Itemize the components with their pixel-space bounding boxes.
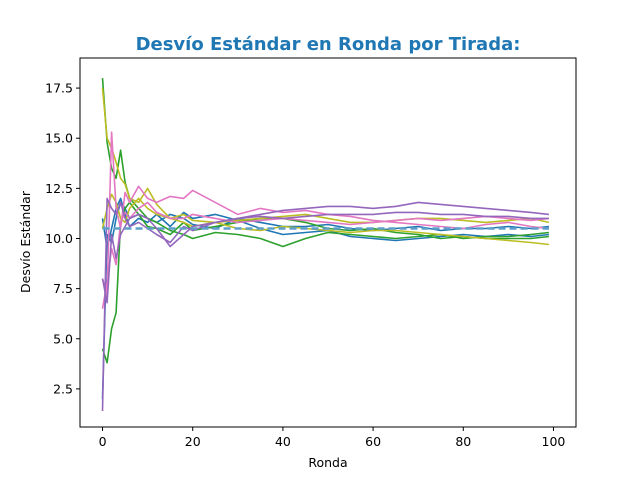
y-axis-label: Desvío Estándar (18, 190, 33, 293)
x-tick-label: 80 (455, 434, 471, 449)
y-tick-label: 5.0 (53, 331, 73, 346)
series-line-2 (101, 201, 549, 399)
plot-area (101, 78, 550, 412)
y-axis: 2.5 5.0 7.5 10.0 12.5 15.0 17.5 (45, 81, 80, 396)
x-axis-label: Ronda (308, 455, 347, 470)
y-tick-label: 2.5 (53, 381, 73, 396)
series-line-3 (101, 78, 549, 248)
plot-frame (79, 57, 577, 428)
series-line-6 (101, 193, 550, 229)
series-line-10 (101, 211, 549, 304)
x-tick-label: 60 (365, 434, 381, 449)
chart-title: Desvío Estándar en Ronda por Tirada: (136, 34, 521, 55)
y-tick-label: 17.5 (45, 81, 73, 96)
y-tick-label: 12.5 (45, 181, 73, 196)
x-tick-label: 40 (275, 434, 291, 449)
x-tick-label: 20 (185, 434, 201, 449)
x-tick-label: 0 (99, 434, 107, 449)
series-line-7 (101, 131, 549, 296)
series-line-5 (101, 88, 549, 246)
y-tick-label: 10.0 (45, 231, 73, 246)
x-axis: 0 20 40 60 80 100 (99, 427, 566, 449)
x-tick-label: 100 (542, 434, 566, 449)
y-tick-label: 7.5 (53, 281, 73, 296)
y-tick-label: 15.0 (45, 131, 73, 146)
